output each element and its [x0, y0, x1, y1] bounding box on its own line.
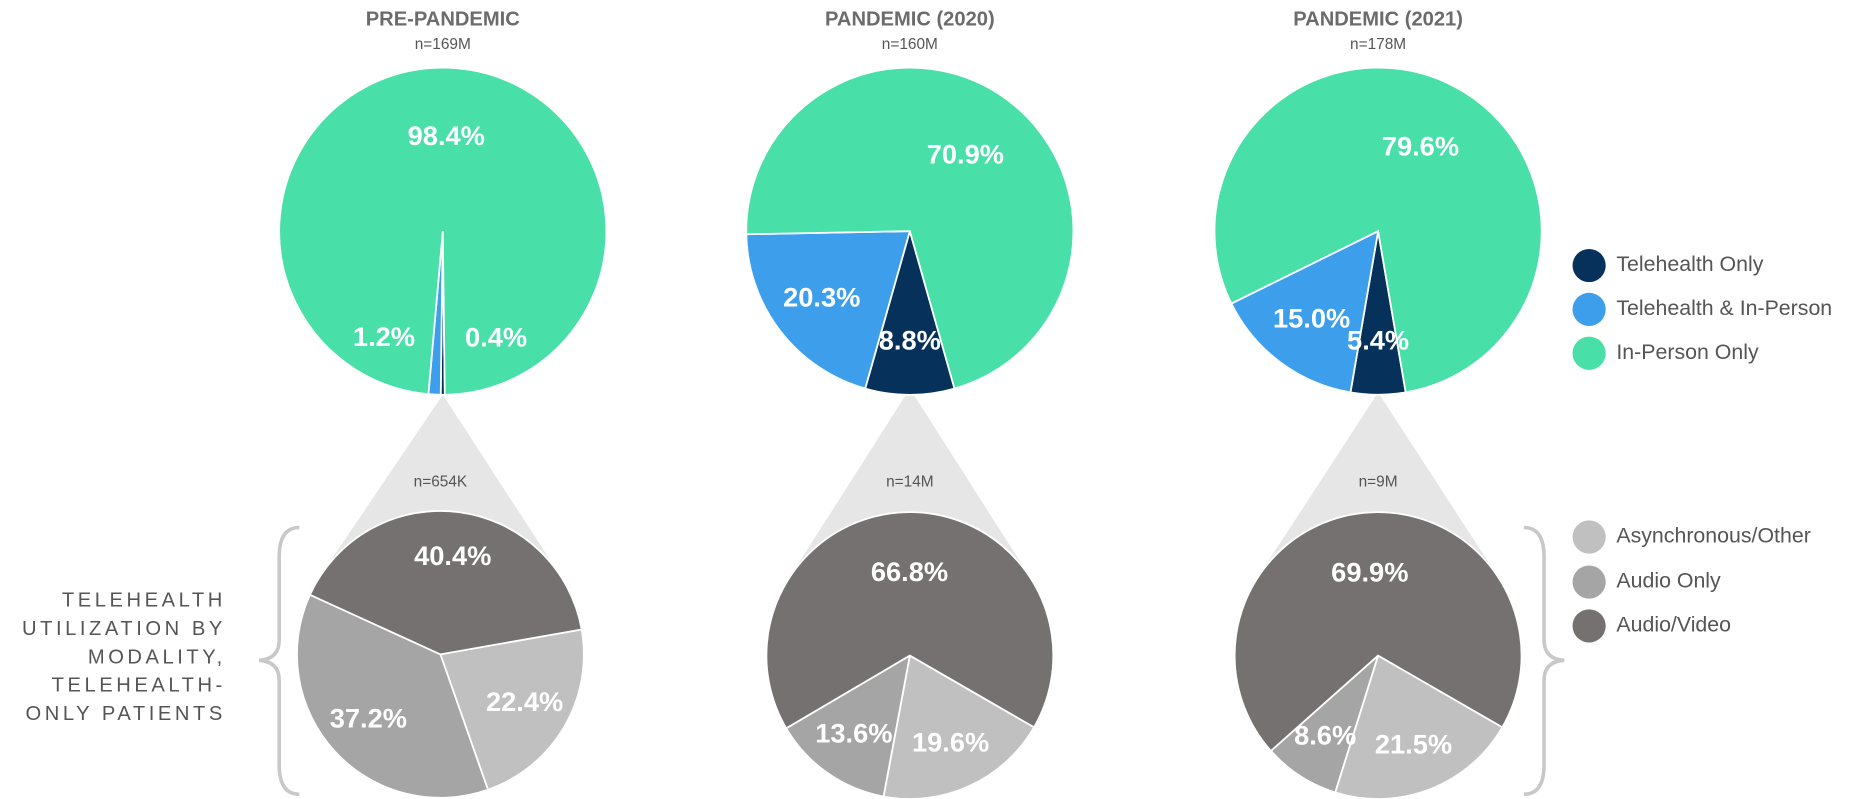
pie-title: PANDEMIC (2020) — [825, 8, 995, 30]
legend-swatch — [1572, 336, 1606, 370]
pie-slice — [745, 230, 912, 390]
pie-slice — [745, 66, 1075, 390]
pie-slice — [1334, 654, 1504, 799]
side-label: UTILIZATION BY — [22, 618, 226, 640]
pie-slice — [1213, 66, 1543, 394]
legend-swatch — [1572, 565, 1606, 599]
pie-title: PRE-PANDEMIC — [366, 8, 520, 30]
pie-value-label: 13.6% — [815, 718, 892, 749]
pie-subtitle: n=169M — [415, 36, 471, 53]
pie-subtitle: n=14M — [886, 474, 934, 491]
pie-value-label: 0.4% — [465, 321, 527, 352]
pie-slice — [308, 510, 583, 656]
side-label: MODALITY, — [88, 646, 226, 668]
brace-left — [258, 525, 300, 797]
legend-swatch — [1572, 248, 1606, 283]
brace-right — [1523, 525, 1565, 797]
legend-label: Asynchronous/Other — [1616, 524, 1810, 548]
pie-value-label: 98.4% — [408, 120, 485, 151]
pie-subtitle: n=654K — [414, 474, 468, 491]
pie-slice — [1233, 511, 1523, 753]
pie-slice — [765, 511, 1055, 730]
pie-slice — [1230, 229, 1380, 394]
pie-title: PANDEMIC (2021) — [1293, 8, 1463, 30]
legend-label: Telehealth Only — [1616, 252, 1763, 276]
pie-slice — [278, 66, 608, 396]
legend-label: Telehealth & In-Person — [1616, 296, 1832, 320]
legend-label: Audio/Video — [1616, 613, 1731, 637]
side-label: TELEHEALTH- — [52, 675, 226, 697]
pie-value-label: 15.0% — [1273, 303, 1350, 334]
pie-value-label: 5.4% — [1347, 325, 1409, 356]
pie-value-label: 70.9% — [927, 138, 1004, 169]
pie-slice — [296, 593, 490, 799]
legend-swatch — [1572, 520, 1606, 554]
pie-slice — [864, 227, 956, 396]
side-label: ONLY PATIENTS — [26, 703, 226, 725]
pie-value-label: 79.6% — [1382, 130, 1459, 161]
pie-value-label: 8.8% — [879, 325, 941, 356]
pie-value-label: 19.6% — [912, 726, 989, 757]
pie-value-label: 20.3% — [783, 281, 860, 312]
legend-swatch — [1572, 609, 1606, 643]
legend-swatch — [1572, 292, 1606, 327]
side-label: TELEHEALTH — [62, 589, 226, 611]
pie-value-label: 40.4% — [414, 540, 491, 571]
pie-value-label: 21.5% — [1375, 729, 1452, 760]
pie-value-label: 37.2% — [330, 702, 407, 733]
pie-subtitle: n=160M — [882, 36, 938, 53]
pie-slice — [439, 628, 585, 791]
pie-subtitle: n=9M — [1359, 474, 1398, 491]
pie-value-label: 1.2% — [353, 321, 415, 352]
pie-value-label: 22.4% — [486, 686, 563, 717]
pie-subtitle: n=178M — [1350, 36, 1406, 53]
pie-value-label: 66.8% — [871, 556, 948, 587]
legend-label: Audio Only — [1616, 569, 1721, 593]
legend-label: In-Person Only — [1616, 340, 1759, 364]
pie-value-label: 8.6% — [1294, 720, 1356, 751]
pie-slice — [785, 653, 912, 798]
pie-value-label: 69.9% — [1331, 556, 1408, 587]
